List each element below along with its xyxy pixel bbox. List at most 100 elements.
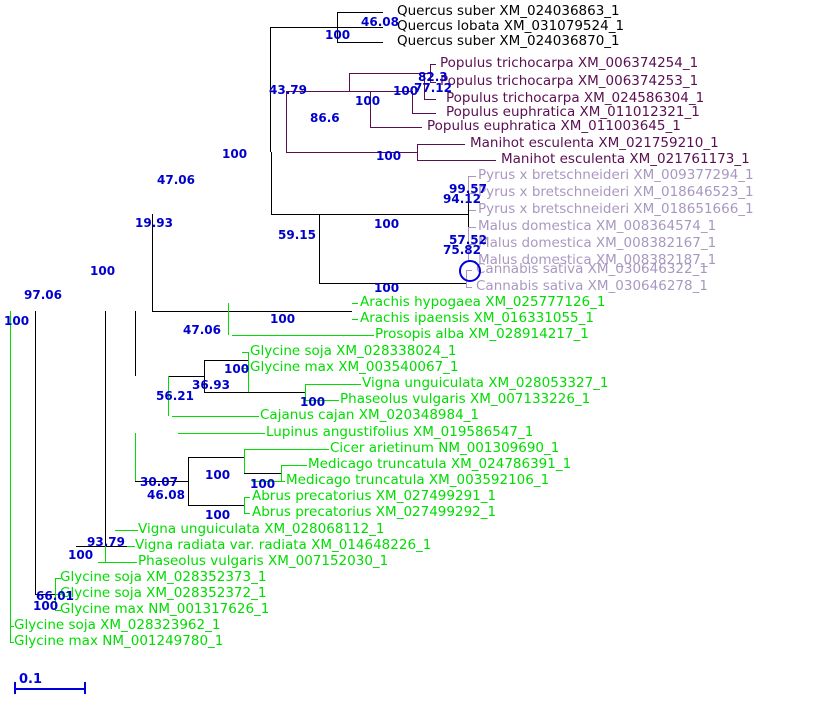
bootstrap-value: 86.6 [310, 111, 340, 125]
branch-vertical [188, 457, 189, 505]
branch-horizontal [35, 594, 55, 595]
branch-horizontal [270, 27, 304, 28]
tip-label: Glycine max NM_001249780_1 [14, 633, 224, 649]
branch-horizontal [271, 214, 319, 215]
branch-horizontal [424, 99, 436, 100]
branch-vertical [337, 12, 338, 42]
bootstrap-value: 47.06 [183, 323, 221, 337]
branch-vertical [271, 152, 272, 214]
branch-horizontal [349, 73, 430, 74]
tip-label: Lupinus angustifolius XM_019586547_1 [266, 424, 534, 440]
bootstrap-value: 43.79 [269, 83, 307, 97]
branch-horizontal [178, 433, 265, 434]
bootstrap-value: 75.82 [443, 243, 481, 257]
tip-label: Vigna unguiculata XM_028068112_1 [138, 521, 385, 537]
branch-horizontal [244, 473, 281, 474]
tip-label: Phaseolus vulgaris XM_007152030_1 [138, 553, 389, 569]
branch-horizontal [430, 64, 436, 65]
branch-vertical [349, 73, 350, 91]
branch-horizontal [417, 160, 496, 161]
branch-vertical [228, 311, 229, 335]
branch-horizontal [352, 303, 358, 304]
tip-label: Malus domestica XM_008364574_1 [478, 218, 717, 234]
branch-horizontal [468, 210, 476, 211]
bootstrap-value: 100 [33, 599, 59, 613]
scale-bar-right-cap [84, 682, 86, 694]
branch-horizontal [242, 352, 248, 353]
branch-horizontal [252, 481, 285, 482]
tip-label: Arachis ipaensis XM_016331055_1 [360, 310, 594, 326]
bootstrap-value: 100 [355, 94, 381, 108]
branch-vertical [105, 311, 106, 376]
branch-vertical [35, 311, 36, 594]
branch-horizontal [55, 610, 61, 611]
tip-label: Quercus lobata XM_031079524_1 [397, 18, 625, 34]
tip-label: Cannabis sativa XM_030646278_1 [476, 278, 708, 294]
branch-horizontal [248, 392, 305, 393]
bootstrap-value: 100 [376, 149, 402, 163]
tip-label: Pyrus x bretschneideri XM_018651666_1 [478, 201, 754, 217]
branch-horizontal [98, 562, 137, 563]
branch-vertical [135, 433, 136, 481]
tip-label: Quercus suber XM_024036870_1 [397, 33, 620, 49]
branch-horizontal [286, 91, 349, 92]
bootstrap-value: 66.01 [36, 589, 74, 603]
branch-vertical [204, 360, 205, 392]
branch-horizontal [319, 214, 468, 215]
branch-vertical [244, 497, 245, 513]
bootstrap-value: 82.3 [418, 70, 448, 84]
branch-horizontal [10, 642, 14, 643]
bootstrap-value: 57.52 [449, 233, 487, 247]
tip-label: Glycine soja XM_028323962_1 [14, 617, 221, 633]
bootstrap-value: 100 [325, 28, 351, 42]
branch-vertical [468, 227, 469, 261]
branch-horizontal [305, 384, 361, 385]
branch-horizontal [105, 546, 127, 547]
tip-label: Phaseolus vulgaris XM_007133226_1 [340, 391, 591, 407]
branch-horizontal [305, 400, 339, 401]
branch-vertical [76, 546, 77, 547]
tip-label: Arachis hypogaea XM_025777126_1 [360, 294, 606, 310]
bootstrap-value: 100 [205, 468, 231, 482]
tip-label: Malus domestica XM_008382167_1 [478, 235, 717, 251]
branch-horizontal [135, 481, 188, 482]
branch-horizontal [152, 311, 228, 312]
branch-vertical [430, 64, 431, 82]
branch-horizontal [319, 283, 466, 284]
branch-horizontal [468, 227, 476, 228]
branch-horizontal [204, 360, 248, 361]
tip-label: Abrus precatorius XM_027499292_1 [252, 504, 497, 520]
branch-horizontal [244, 513, 250, 514]
tip-label: Malus domestica XM_008382187_1 [478, 252, 717, 268]
branch-vertical [412, 91, 413, 113]
bootstrap-value: 36.93 [192, 378, 230, 392]
bootstrap-value: 99.57 [449, 182, 487, 196]
branch-vertical [305, 384, 306, 400]
tip-label: Prosopis alba XM_028914217_1 [375, 326, 589, 342]
tip-label: Cajanus cajan XM_020348984_1 [260, 407, 480, 423]
bootstrap-value: 46.08 [147, 488, 185, 502]
branch-vertical [270, 27, 271, 152]
branch-vertical [468, 193, 469, 227]
branch-horizontal [349, 91, 412, 92]
branch-horizontal [303, 27, 383, 28]
bootstrap-value: 59.15 [278, 228, 316, 242]
bootstrap-value: 100 [4, 314, 30, 328]
circle-highlight-icon[interactable] [459, 260, 481, 282]
bootstrap-value: 30.07 [140, 475, 178, 489]
branch-horizontal [204, 392, 248, 393]
branch-horizontal [55, 594, 61, 595]
branch-vertical [286, 91, 287, 152]
bootstrap-value: 100 [90, 264, 116, 278]
branch-vertical [248, 352, 249, 392]
tip-label: Populus euphratica XM_011003645_1 [427, 118, 681, 134]
branch-horizontal [55, 578, 61, 579]
branch-horizontal [172, 416, 259, 417]
branch-vertical [319, 214, 320, 283]
branch-vertical [417, 144, 418, 160]
tip-label: Quercus suber XM_024036863_1 [397, 3, 620, 19]
bootstrap-value: 19.93 [135, 216, 173, 230]
branch-vertical [168, 376, 169, 416]
branch-horizontal [352, 319, 358, 320]
branch-horizontal [188, 457, 244, 458]
